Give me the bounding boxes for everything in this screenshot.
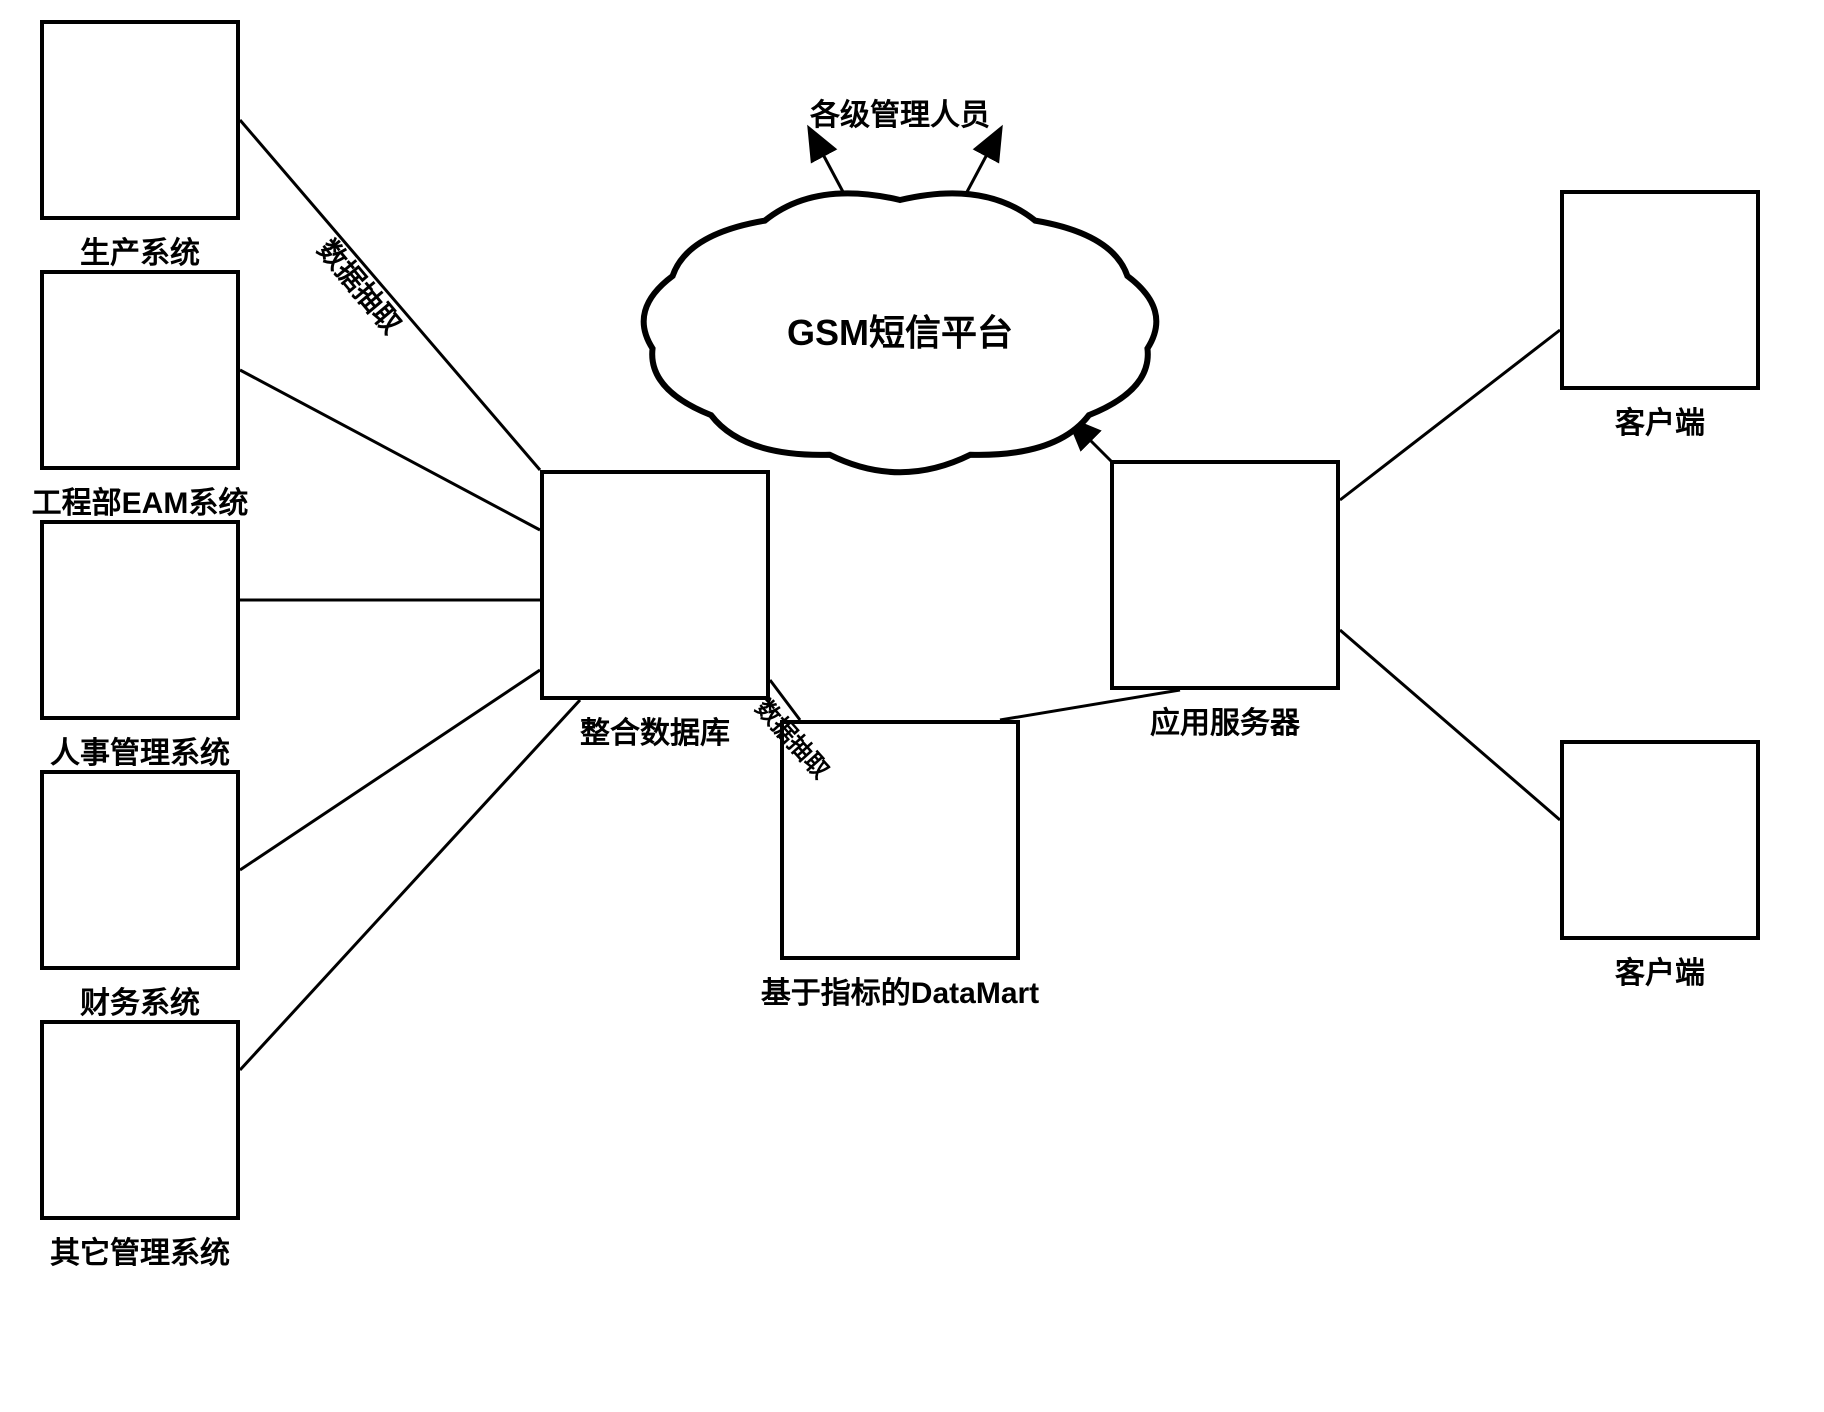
edge-src4_right-idb_bl (240, 670, 540, 870)
node-label-cli1: 客户端 (1615, 398, 1705, 442)
node-label-src3: 人事管理系统 (50, 728, 230, 772)
node-src2 (40, 270, 240, 470)
node-label-app: 应用服务器 (1150, 698, 1300, 742)
edge-src5_right-idb_b (240, 700, 580, 1070)
node-src1 (40, 20, 240, 220)
node-label-idb: 整合数据库 (580, 708, 730, 752)
node-idb (540, 470, 770, 700)
node-cli1 (1560, 190, 1760, 390)
cloud-label: GSM短信平台 (787, 304, 1013, 356)
edge-gsm_t2-mgr_r (960, 130, 1000, 205)
edge-src2_right-idb_l (240, 370, 540, 530)
node-src3 (40, 520, 240, 720)
edge-app_r2-cli2_l (1340, 630, 1560, 820)
edge-label-extract-1: 数据抽取 (309, 230, 412, 342)
connections-layer (0, 0, 1824, 1412)
node-label-src2: 工程部EAM系统 (32, 478, 249, 522)
node-src5 (40, 1020, 240, 1220)
node-app (1110, 460, 1340, 690)
node-cli2 (1560, 740, 1760, 940)
node-label-dm: 基于指标的DataMart (761, 968, 1039, 1012)
managers-label: 各级管理人员 (810, 90, 990, 134)
node-label-src4: 财务系统 (80, 978, 200, 1022)
node-label-cli2: 客户端 (1615, 948, 1705, 992)
node-src4 (40, 770, 240, 970)
edge-app_r-cli1_l (1340, 330, 1560, 500)
node-label-src5: 其它管理系统 (50, 1228, 230, 1272)
architecture-diagram: 生产系统工程部EAM系统人事管理系统财务系统其它管理系统 整合数据库基于指标的Da… (0, 0, 1824, 1412)
node-label-src1: 生产系统 (80, 228, 200, 272)
edge-gsm_t1-mgr_l (810, 130, 850, 205)
